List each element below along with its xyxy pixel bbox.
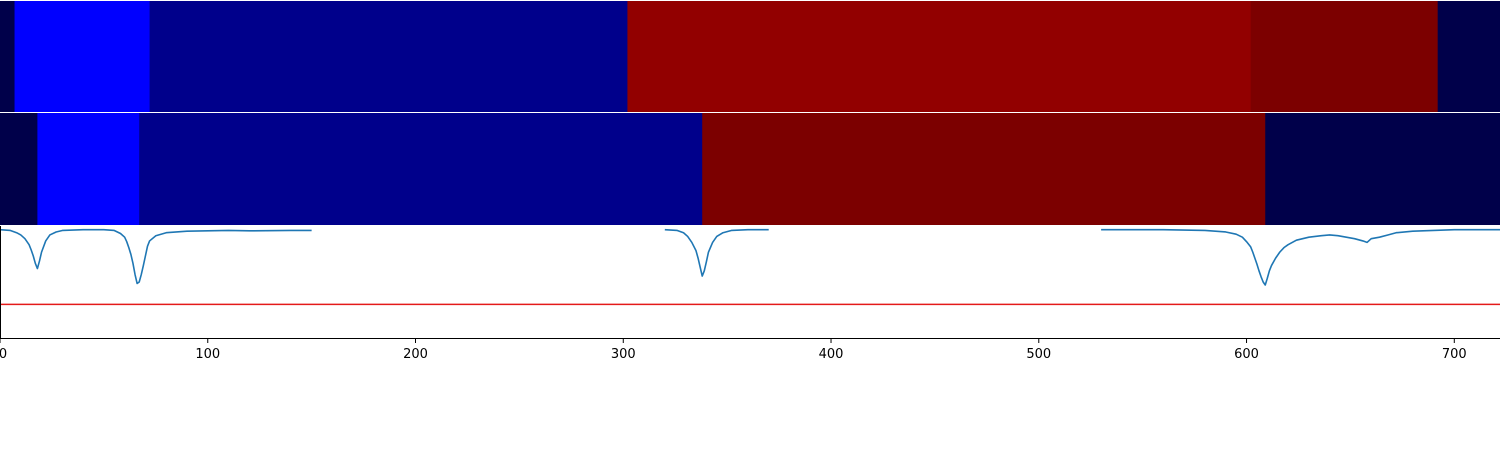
x-tick-label-400: 400: [819, 347, 844, 362]
series-line-2: [1101, 228, 1500, 286]
x-tick-label-200: 200: [403, 347, 428, 362]
heatmap-bottom-segment-0: [0, 113, 38, 225]
x-tick-label-700: 700: [1442, 347, 1467, 362]
series-layer: [0, 228, 1500, 286]
line-plot-area: [0, 226, 1500, 339]
heatmap-top-segment-1: [14, 1, 151, 112]
series-line-1: [664, 228, 769, 277]
heatmap-top-segment-3: [627, 1, 1252, 112]
series-line-0: [0, 228, 312, 285]
heatmap-top-segment-0: [0, 1, 16, 112]
x-tick-label-0: 0: [0, 347, 7, 362]
heatmap-top-segment-4: [1250, 1, 1439, 112]
heatmap-strip-top: [0, 1, 1500, 112]
x-tick-label-600: 600: [1234, 347, 1259, 362]
heatmap-bottom-segment-4: [1265, 113, 1500, 225]
heatmap-top-segment-2: [149, 1, 628, 112]
heatmap-strip-bottom: [0, 113, 1500, 225]
heatmap-bottom-segment-1: [37, 113, 140, 225]
heatmap-bottom-segment-3: [702, 113, 1266, 225]
x-tick-label-300: 300: [611, 347, 636, 362]
heatmap-top-segment-5: [1437, 1, 1500, 112]
x-tick-label-100: 100: [195, 347, 220, 362]
x-tick-label-500: 500: [1026, 347, 1051, 362]
heatmap-bottom-segment-2: [139, 113, 703, 225]
x-axis: 0 100 200 300 400 500 600 700: [0, 338, 1467, 362]
